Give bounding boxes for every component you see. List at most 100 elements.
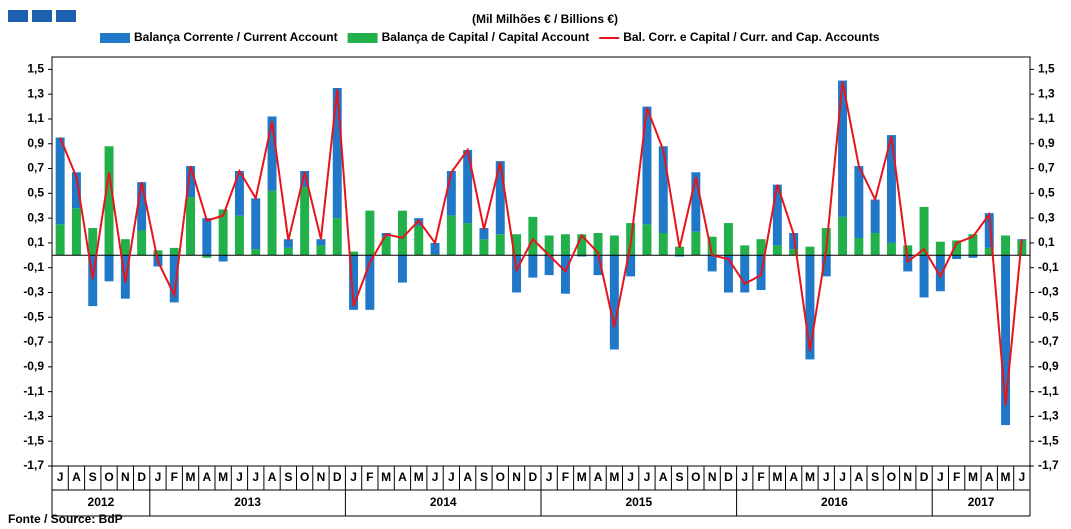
- legend-label: Balança de Capital / Capital Account: [382, 30, 590, 44]
- x-tick-label: J: [644, 470, 651, 484]
- bar: [463, 149, 473, 224]
- y-tick-label: -1,3: [23, 409, 44, 423]
- bar: [756, 239, 766, 256]
- bar: [349, 255, 359, 310]
- bar: [446, 171, 456, 216]
- bar: [984, 213, 994, 248]
- year-label: 2017: [968, 495, 995, 509]
- bar: [251, 249, 261, 256]
- x-tick-label: N: [903, 470, 912, 484]
- bar: [984, 247, 994, 256]
- x-tick-label: J: [546, 470, 553, 484]
- bar: [446, 215, 456, 256]
- bar: [283, 247, 293, 256]
- y-tick-label: -0,7: [23, 334, 44, 348]
- bar: [512, 255, 522, 293]
- x-tick-label: J: [350, 470, 357, 484]
- x-tick-label: M: [968, 470, 978, 484]
- bar: [772, 245, 782, 256]
- year-label: 2015: [625, 495, 652, 509]
- x-tick-label: J: [937, 470, 944, 484]
- bar: [854, 237, 864, 256]
- x-tick-label: J: [236, 470, 243, 484]
- bar: [805, 255, 815, 360]
- y2-tick-label: -1,3: [1038, 409, 1059, 423]
- x-tick-label: S: [89, 470, 97, 484]
- y-tick-label: 0,1: [27, 235, 44, 249]
- x-tick-label: J: [627, 470, 634, 484]
- bar: [544, 255, 554, 276]
- year-label: 2013: [234, 495, 261, 509]
- bar: [626, 255, 636, 277]
- x-tick-label: O: [104, 470, 113, 484]
- x-tick-label: J: [839, 470, 846, 484]
- x-tick-label: O: [496, 470, 505, 484]
- y2-tick-label: 1,1: [1038, 111, 1055, 125]
- bar: [903, 245, 913, 256]
- bar: [544, 235, 554, 256]
- bar: [495, 161, 505, 235]
- bar: [202, 255, 212, 258]
- bar: [300, 187, 310, 256]
- bar: [740, 245, 750, 256]
- bar: [675, 255, 685, 257]
- line: [59, 81, 1023, 406]
- bar: [1001, 235, 1011, 256]
- bar: [88, 255, 98, 307]
- x-tick-label: D: [333, 470, 342, 484]
- year-label: 2014: [430, 495, 457, 509]
- bar: [870, 199, 880, 233]
- bar: [593, 232, 603, 256]
- y-tick-label: 0,7: [27, 161, 44, 175]
- bar: [332, 87, 342, 219]
- plot-frame: [51, 56, 1031, 467]
- x-tick-label: D: [920, 470, 929, 484]
- bar: [218, 255, 228, 262]
- x-tick-label: M: [381, 470, 391, 484]
- bar: [381, 236, 391, 256]
- bar: [968, 234, 978, 256]
- x-tick-label: A: [789, 470, 798, 484]
- x-tick-label: D: [137, 470, 146, 484]
- bar: [952, 255, 962, 260]
- bar: [218, 209, 228, 256]
- bar: [691, 172, 701, 232]
- y-tick-label: -0,9: [23, 359, 44, 373]
- x-tick-label: M: [414, 470, 424, 484]
- x-tick-label: A: [855, 470, 864, 484]
- bar: [512, 234, 522, 256]
- bar: [479, 228, 489, 240]
- legend-swatch: [347, 33, 378, 43]
- legend-label: Balança Corrente / Current Account: [134, 30, 338, 44]
- y2-tick-label: -0,5: [1038, 309, 1059, 323]
- x-tick-label: A: [72, 470, 81, 484]
- bar: [528, 216, 538, 256]
- x-tick-label: J: [741, 470, 748, 484]
- bar: [186, 197, 196, 256]
- bar: [300, 171, 310, 188]
- bar: [55, 137, 65, 225]
- y-tick-label: 1,1: [27, 111, 44, 125]
- x-tick-label: J: [252, 470, 259, 484]
- y2-tick-label: -0,1: [1038, 260, 1059, 274]
- bar: [1001, 255, 1011, 426]
- bar: [838, 80, 848, 217]
- bar: [169, 255, 179, 303]
- x-tick-label: N: [708, 470, 717, 484]
- x-tick-label: S: [871, 470, 879, 484]
- bar: [707, 236, 717, 256]
- bar: [609, 235, 619, 256]
- bar: [577, 234, 587, 256]
- y2-tick-label: 0,1: [1038, 235, 1055, 249]
- x-tick-label: N: [121, 470, 130, 484]
- bar: [414, 225, 424, 256]
- bar: [935, 241, 945, 256]
- bar: [838, 216, 848, 256]
- y-tick-label: -0,3: [23, 285, 44, 299]
- bar: [316, 245, 326, 256]
- bar: [137, 182, 147, 231]
- bar: [202, 218, 212, 256]
- y-tick-label: 0,5: [27, 186, 44, 200]
- x-tick-label: J: [823, 470, 830, 484]
- bar: [104, 146, 114, 256]
